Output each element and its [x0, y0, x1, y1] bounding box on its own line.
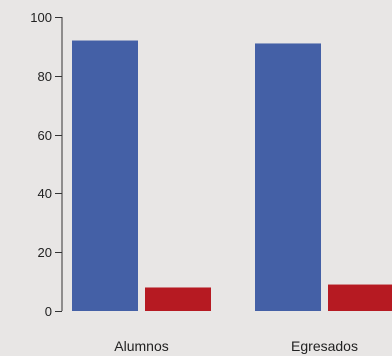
y-tick-label: 100	[30, 10, 52, 25]
y-tick-label: 60	[38, 128, 52, 143]
y-tick-label: 80	[38, 69, 52, 84]
bar-egresados-series-2	[328, 285, 392, 311]
bar-egresados-series-1	[255, 43, 321, 311]
x-category-label: Egresados	[291, 338, 358, 354]
y-tick-label: 20	[38, 245, 52, 260]
y-tick-label: 40	[38, 186, 52, 201]
bar-alumnos-series-2	[145, 287, 211, 311]
y-tick-label: 0	[45, 304, 52, 319]
bar-alumnos-series-1	[72, 41, 138, 311]
bars	[72, 41, 392, 311]
y-axis: 0 20 40 60 80 100	[30, 10, 62, 319]
x-axis-labels: Alumnos Egresados	[114, 338, 358, 354]
x-category-label: Alumnos	[114, 338, 168, 354]
